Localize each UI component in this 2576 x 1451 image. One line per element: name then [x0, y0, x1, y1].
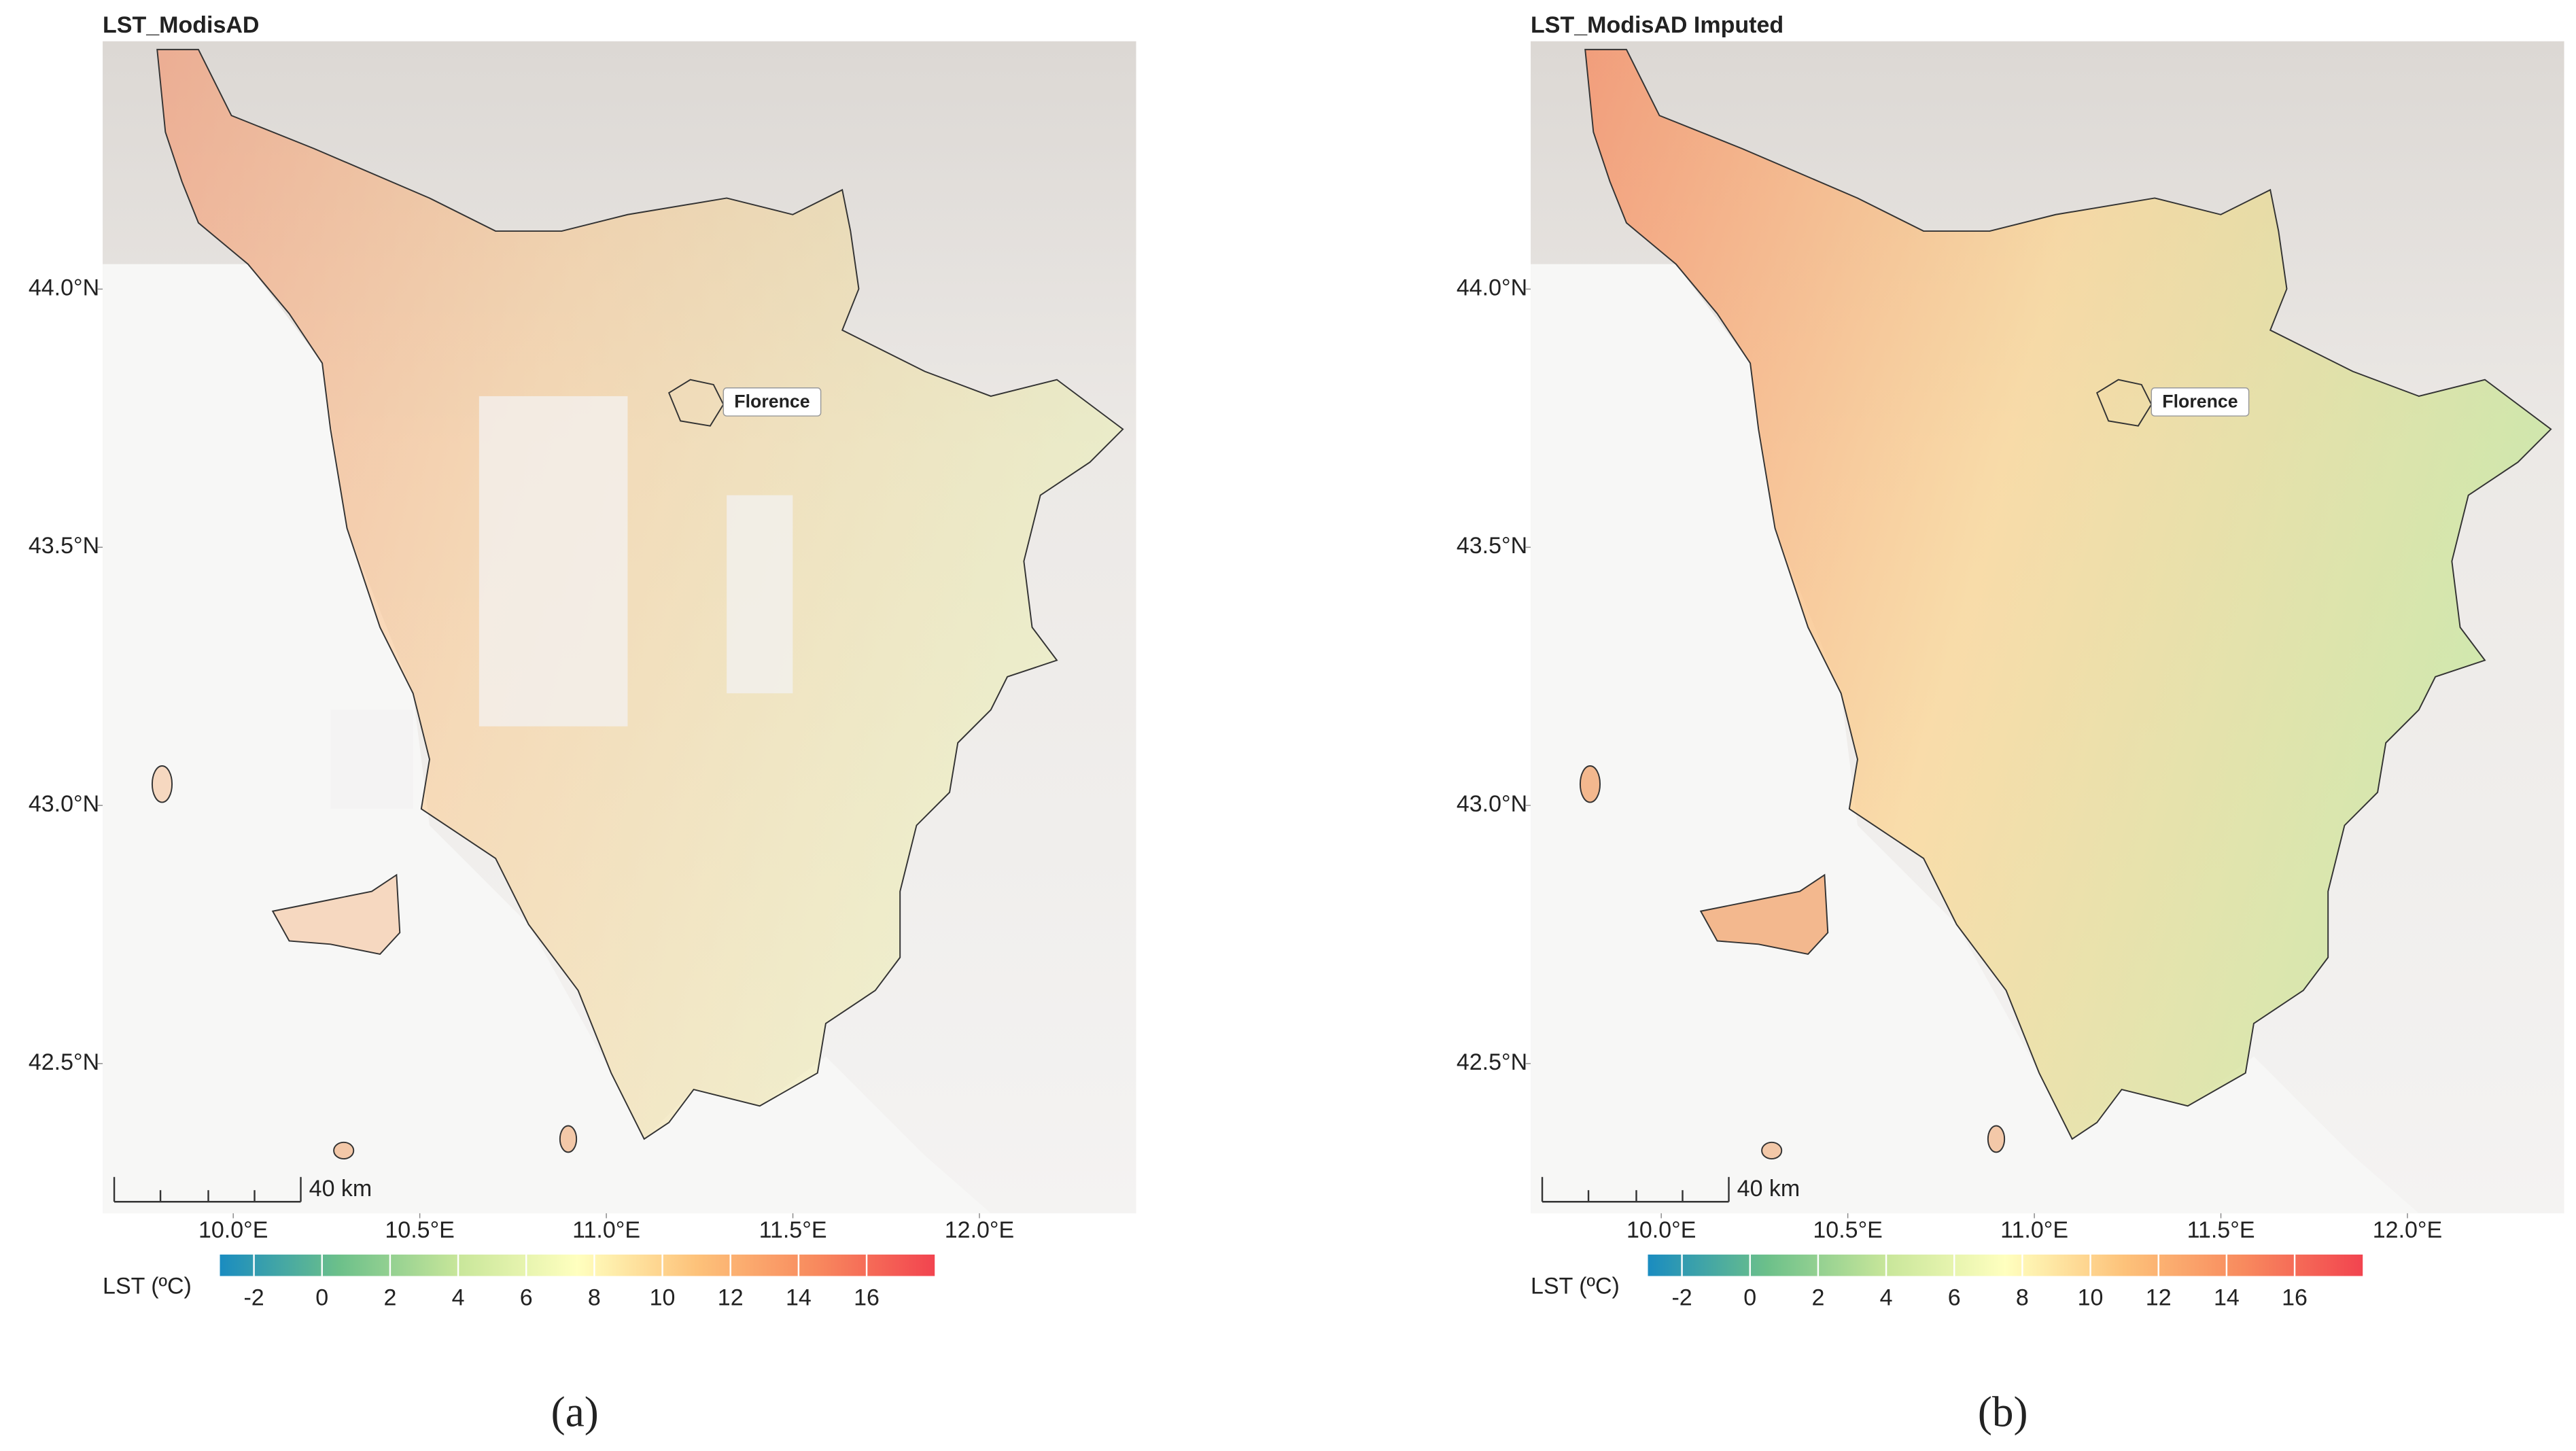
colorbar-title: LST (ºC)	[1531, 1274, 1620, 1299]
scale-label: 40 km	[1737, 1176, 1800, 1202]
colorbar-tick-label: 16	[2282, 1285, 2308, 1311]
lat-tick-label: 43.5°N	[1457, 533, 1527, 559]
lat-tick-label: 44.0°N	[1457, 275, 1527, 300]
missing-data	[330, 710, 413, 809]
colorbar-title: LST (ºC)	[103, 1274, 192, 1299]
lon-tick-label: 11.0°E	[2000, 1217, 2068, 1243]
missing-data	[727, 495, 793, 694]
scale-label: 40 km	[309, 1176, 372, 1202]
colorbar-tick-label: 10	[2078, 1285, 2104, 1311]
lat-tick-label: 42.5°N	[29, 1049, 99, 1075]
panel-label: (b)	[1978, 1388, 2028, 1435]
city-label-box	[2151, 387, 2250, 417]
colorbar-tick-label: 14	[2214, 1285, 2240, 1311]
panel-title: LST_ModisAD Imputed	[1531, 12, 1783, 38]
lat-tick-label: 42.5°N	[1457, 1049, 1527, 1075]
sea	[103, 264, 991, 1214]
lon-tick-label: 11.0°E	[572, 1217, 640, 1243]
colorbar-tick-label: 2	[383, 1285, 396, 1311]
colorbar-tick-label: 8	[2016, 1285, 2029, 1311]
city-label: Florence	[734, 391, 810, 412]
city-label: Florence	[2162, 391, 2238, 412]
island	[1761, 1141, 1783, 1160]
lon-tick-label: 10.0°E	[1626, 1217, 1696, 1243]
missing-data	[478, 396, 628, 727]
colorbar-tick-label: -2	[243, 1285, 264, 1311]
lon-tick-label: 10.0°E	[198, 1217, 268, 1243]
island	[1987, 1125, 2006, 1153]
colorbar	[220, 1254, 935, 1276]
island	[333, 1141, 355, 1160]
colorbar-tick-label: 10	[650, 1285, 676, 1311]
colorbar-tick-label: 12	[718, 1285, 744, 1311]
colorbar-tick-label: 14	[786, 1285, 812, 1311]
colorbar-tick-label: 8	[588, 1285, 601, 1311]
panel-label: (a)	[551, 1388, 599, 1435]
lat-tick-label: 43.0°N	[29, 791, 99, 817]
lon-tick-label: 11.5°E	[2187, 1217, 2255, 1243]
colorbar-tick-label: 6	[520, 1285, 533, 1311]
sea	[1531, 264, 2419, 1214]
elba-island	[1699, 873, 1829, 955]
lat-tick-label: 44.0°N	[29, 275, 99, 300]
island	[151, 765, 173, 803]
elba-island	[271, 873, 401, 955]
colorbar-tick-label: 2	[1811, 1285, 1824, 1311]
lon-tick-label: 12.0°E	[2373, 1217, 2442, 1243]
island	[1579, 765, 1601, 803]
map-panel: Florence LST_ModisAD Imputed 40 km 44.0°N 43…	[1457, 12, 2564, 1435]
colorbar-tick-label: 6	[1948, 1285, 1961, 1311]
colorbar-tick-label: 0	[315, 1285, 328, 1311]
colorbar-tick-label: -2	[1671, 1285, 1692, 1311]
colorbar-tick-label: 12	[2146, 1285, 2172, 1311]
lon-tick-label: 11.5°E	[759, 1217, 827, 1243]
colorbar-tick-label: 16	[854, 1285, 880, 1311]
colorbar-tick-label: 4	[452, 1285, 465, 1311]
island	[559, 1125, 578, 1153]
lon-tick-label: 12.0°E	[945, 1217, 1014, 1243]
colorbar-tick-label: 4	[1880, 1285, 1893, 1311]
colorbar	[1648, 1254, 2363, 1276]
lat-tick-label: 43.0°N	[1457, 791, 1527, 817]
lon-tick-label: 10.5°E	[1813, 1217, 1882, 1243]
panel-title: LST_ModisAD	[103, 12, 259, 38]
tuscany-region	[1584, 48, 2552, 1140]
lat-tick-label: 43.5°N	[29, 533, 99, 559]
lon-tick-label: 10.5°E	[385, 1217, 454, 1243]
map-panel: Florence LST_ModisAD 40 km 44.0°N 43.5°N 43.0…	[29, 12, 1136, 1435]
tuscany-region	[156, 48, 1124, 1140]
colorbar-tick-label: 0	[1743, 1285, 1756, 1311]
city-label-box	[723, 387, 822, 417]
